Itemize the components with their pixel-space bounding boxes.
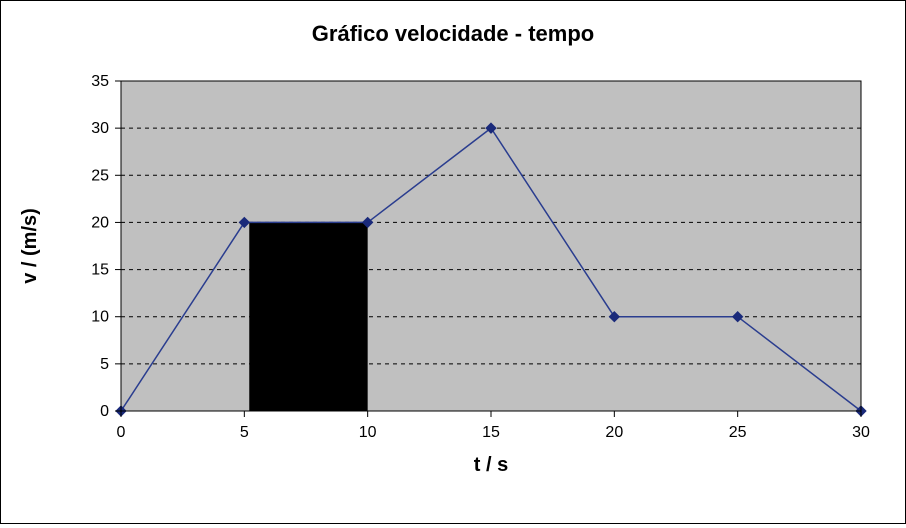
y-tick-label: 0 <box>100 403 109 420</box>
y-axis-label: v / (m/s) <box>19 208 41 284</box>
y-tick-label: 25 <box>91 167 109 184</box>
velocity-time-chart: Gráfico velocidade - tempo 0 5 10 15 20 25 30 0 5… <box>1 1 905 523</box>
x-tick-label: 20 <box>605 424 623 441</box>
y-tick-label: 20 <box>91 214 109 231</box>
x-axis-label: t / s <box>474 454 508 476</box>
x-tick-label: 15 <box>482 424 500 441</box>
x-tick-label: 30 <box>852 424 870 441</box>
y-tick-label: 15 <box>91 262 109 279</box>
chart-container: Gráfico velocidade - tempo 0 5 10 15 20 25 30 0 5… <box>0 0 906 524</box>
x-tick-label: 5 <box>240 424 249 441</box>
y-tick-label: 10 <box>91 309 109 326</box>
shaded-region <box>249 222 367 411</box>
x-tick-label: 10 <box>359 424 377 441</box>
chart-title: Gráfico velocidade - tempo <box>312 21 594 46</box>
y-tick-label: 35 <box>91 73 109 90</box>
y-tick-label: 5 <box>100 356 109 373</box>
x-tick-label: 0 <box>117 424 126 441</box>
y-tick-label: 30 <box>91 120 109 137</box>
x-tick-label: 25 <box>729 424 747 441</box>
